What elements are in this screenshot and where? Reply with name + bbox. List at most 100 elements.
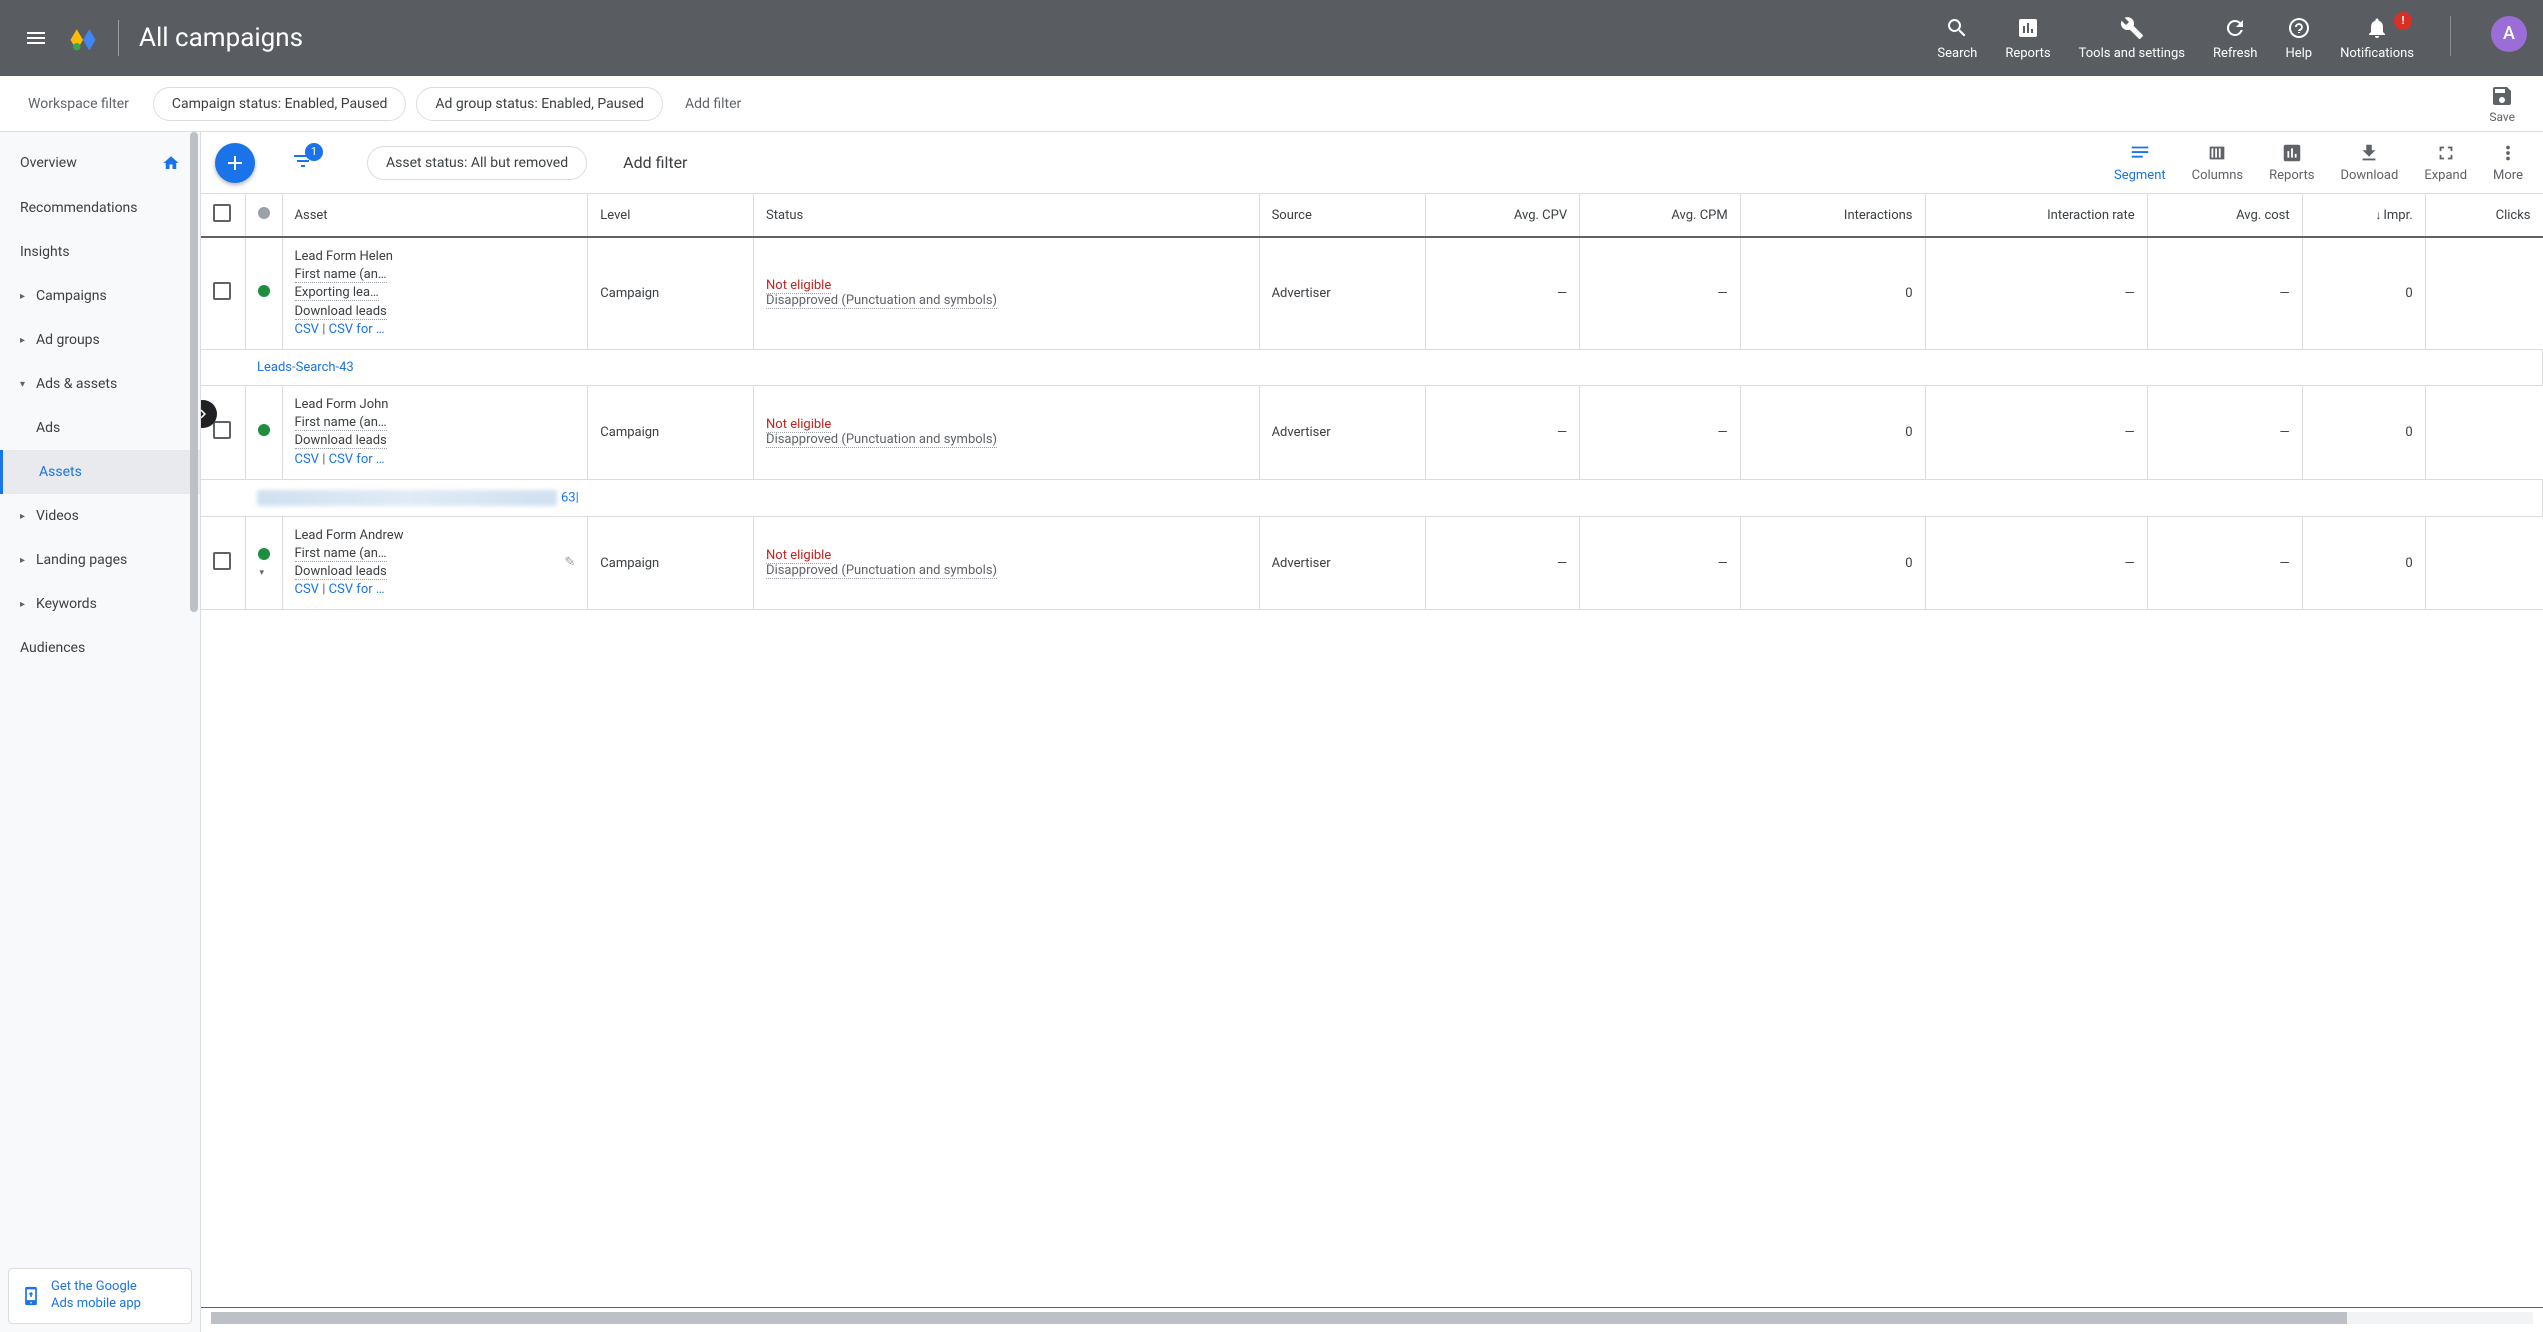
chevron-right-icon: ▸ [20,291,30,302]
group-label[interactable]: Leads-Search-43 [257,360,354,375]
impr-cell: 0 [2302,237,2425,349]
csv-link[interactable]: CSV [295,452,319,467]
mobile-app-promo[interactable]: Get the Google Ads mobile app [8,1268,192,1324]
expand-label: Expand [2424,168,2467,183]
col-clicks[interactable]: Clicks [2425,194,2542,237]
avg-cost-cell: — [2147,516,2302,610]
filter-chip-adgroup-status[interactable]: Ad group status: Enabled, Paused [416,87,663,121]
notif-label: Notifications [2340,46,2414,61]
interaction-rate-cell: — [1925,237,2147,349]
col-avg-cpm[interactable]: Avg. CPM [1580,194,1741,237]
sidebar-label: Overview [20,155,77,171]
sidebar-label: Recommendations [20,200,138,216]
segment-button[interactable]: Segment [2114,142,2166,183]
row-checkbox[interactable] [213,552,231,570]
group-row[interactable]: 63| [201,479,2543,516]
sidebar-item-audiences[interactable]: Audiences [0,626,200,670]
csv-for-link[interactable]: CSV for … [329,582,385,597]
notifications-button[interactable]: Notifications ! [2340,16,2414,61]
reports-tool-button[interactable]: Reports [2269,142,2314,183]
main-layout: Overview Recommendations Insights ▸ Campa… [0,132,2543,1332]
avg-cpv-cell: — [1425,385,1580,479]
add-filter-button[interactable]: Add filter [623,153,687,172]
horizontal-scrollbar[interactable] [211,1312,2533,1324]
scrollbar-thumb[interactable] [190,132,198,612]
search-button[interactable]: Search [1937,16,1977,61]
download-button[interactable]: Download [2340,142,2398,183]
add-button[interactable] [215,143,255,183]
filter-count-badge: 1 [305,143,323,161]
avg-cpm-cell: — [1580,385,1741,479]
sidebar-item-ads[interactable]: Ads [0,406,200,450]
group-row[interactable]: Leads-Search-43 [201,349,2543,385]
app-header: All campaigns Search Reports Tools and s… [0,0,2543,76]
col-avg-cpv[interactable]: Avg. CPV [1425,194,1580,237]
csv-link[interactable]: CSV [295,582,319,597]
clicks-cell [2425,385,2542,479]
expand-button[interactable]: Expand [2424,142,2467,183]
csv-for-link[interactable]: CSV for … [329,452,385,467]
source-cell: Advertiser [1259,237,1425,349]
refresh-button[interactable]: Refresh [2213,16,2257,61]
select-all-checkbox[interactable] [213,204,231,222]
download-leads-link[interactable]: Download leads [295,564,387,580]
asset-cell[interactable]: Lead Form AndrewFirst name (an… Download… [282,516,588,610]
sidebar-item-videos[interactable]: ▸Videos [0,494,200,538]
scrollbar-thumb[interactable] [211,1312,2347,1324]
asset-cell[interactable]: Lead Form JohnFirst name (an… Download l… [282,385,588,479]
col-interaction-rate[interactable]: Interaction rate [1925,194,2147,237]
content-toolbar: 1 Asset status: All but removed Add filt… [201,132,2543,193]
more-button[interactable]: More [2493,142,2523,183]
level-cell: Campaign [588,516,754,610]
sidebar-item-keywords[interactable]: ▸Keywords [0,582,200,626]
col-level[interactable]: Level [588,194,754,237]
tools-settings-button[interactable]: Tools and settings [2079,16,2185,61]
col-interactions[interactable]: Interactions [1740,194,1925,237]
sidebar-label: Ads [36,420,60,436]
chevron-right-icon: ▸ [20,511,30,522]
save-button[interactable]: Save [2489,84,2515,124]
add-filter-link[interactable]: Add filter [685,96,741,112]
status-cell: Not eligible Disapproved (Punctuation an… [754,237,1260,349]
bar-chart-icon [2281,142,2303,164]
account-avatar[interactable]: A [2491,16,2527,52]
sidebar-item-assets[interactable]: Assets [0,450,200,494]
sidebar-item-overview[interactable]: Overview [0,140,200,186]
col-asset[interactable]: Asset [282,194,588,237]
csv-link[interactable]: CSV [295,322,319,337]
promo-text: Get the Google Ads mobile app [51,1279,141,1313]
reports-label2: Reports [2269,168,2314,183]
sidebar-item-ads-assets[interactable]: ▾Ads & assets [0,362,200,406]
filter-chip-campaign-status[interactable]: Campaign status: Enabled, Paused [153,87,407,121]
help-button[interactable]: Help [2285,16,2312,61]
asset-cell[interactable]: Lead Form HelenFirst name (an…Exporting … [282,237,588,349]
sidebar-scrollbar[interactable] [190,132,198,632]
sidebar-item-adgroups[interactable]: ▸Ad groups [0,318,200,362]
level-cell: Campaign [588,385,754,479]
col-source[interactable]: Source [1259,194,1425,237]
columns-icon [2206,142,2228,164]
row-checkbox[interactable] [213,421,231,439]
csv-for-link[interactable]: CSV for … [329,322,385,337]
sidebar-item-campaigns[interactable]: ▸ Campaigns [0,274,200,318]
asset-status-chip[interactable]: Asset status: All but removed [367,146,587,180]
google-ads-logo[interactable] [68,23,98,53]
sidebar-label: Campaigns [36,288,107,304]
col-avg-cost[interactable]: Avg. cost [2147,194,2302,237]
sidebar-item-recommendations[interactable]: Recommendations [0,186,200,230]
edit-icon[interactable]: ✎ [564,554,575,572]
col-status[interactable]: Status [754,194,1260,237]
row-checkbox[interactable] [213,282,231,300]
col-impr[interactable]: ↓Impr. [2302,194,2425,237]
reports-button[interactable]: Reports [2005,16,2050,61]
sidebar-label: Assets [39,464,82,480]
download-leads-link[interactable]: Download leads [295,433,387,449]
filter-button[interactable]: 1 [291,149,315,177]
avg-cpm-cell: — [1580,237,1741,349]
columns-button[interactable]: Columns [2192,142,2244,183]
download-leads-link[interactable]: Download leads [295,304,387,320]
chevron-down-icon[interactable]: ▾ [260,568,265,578]
sidebar-item-landing[interactable]: ▸Landing pages [0,538,200,582]
sidebar-item-insights[interactable]: Insights [0,230,200,274]
menu-button[interactable] [16,18,56,58]
